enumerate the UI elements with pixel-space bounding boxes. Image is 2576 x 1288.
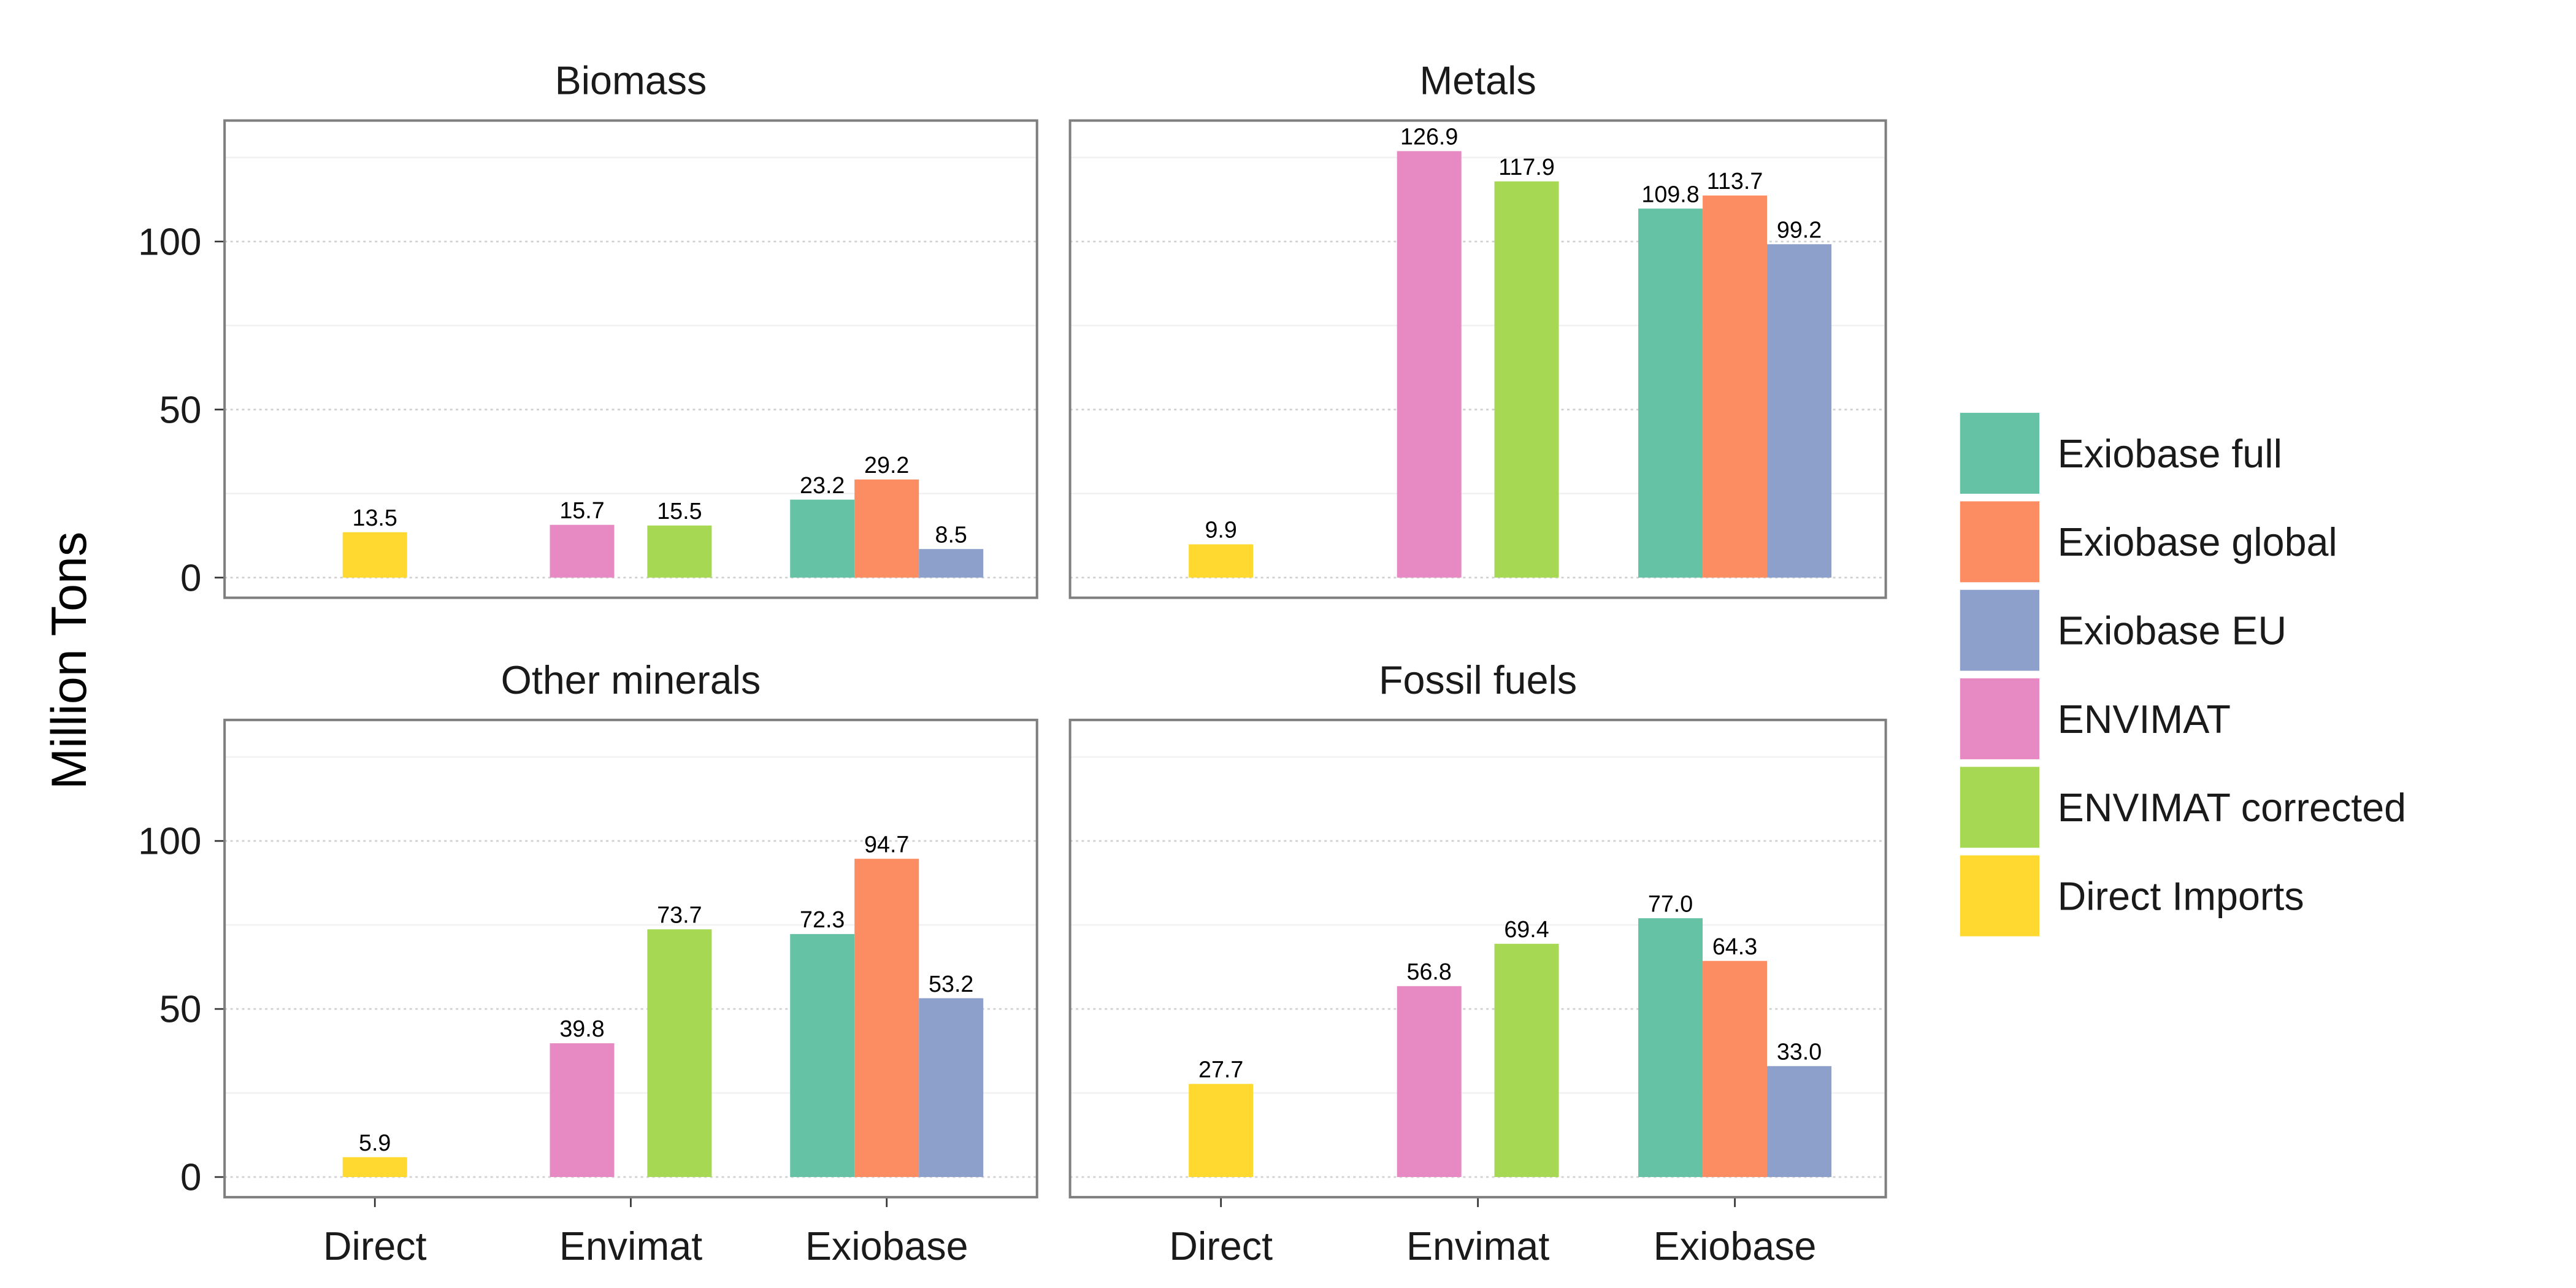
bar-exiobase-global	[854, 479, 919, 578]
bar-exiobase-eu	[919, 549, 984, 578]
data-label: 72.3	[800, 907, 845, 932]
bar-direct-imports	[1189, 544, 1254, 578]
bar-exiobase-eu	[1767, 244, 1832, 578]
bar-envimat	[550, 524, 615, 578]
bar-direct-imports	[342, 532, 407, 578]
bar-direct-imports	[342, 1157, 407, 1178]
legend-label: Exiobase full	[2058, 432, 2282, 476]
legend-item: Exiobase global	[1960, 501, 2337, 583]
data-label: 109.8	[1641, 181, 1699, 207]
legend-key	[1960, 855, 2039, 937]
legend: Exiobase full Exiobase global Exiobase EU E…	[1960, 413, 2406, 937]
legend-label: ENVIMAT	[2058, 697, 2231, 742]
data-label: 69.4	[1504, 916, 1549, 942]
bar-exiobase-full	[790, 933, 855, 1178]
data-label: 5.9	[359, 1130, 391, 1156]
bar-envimat-corrected	[647, 525, 712, 578]
bar-exiobase-full	[1638, 918, 1703, 1178]
panel-title: Fossil fuels	[1379, 658, 1577, 702]
data-label: 15.5	[657, 498, 702, 524]
panel-border	[1068, 718, 1887, 1198]
data-label: 27.7	[1198, 1056, 1243, 1082]
bar-envimat-corrected	[1494, 943, 1559, 1178]
legend-label: Direct Imports	[2058, 874, 2304, 918]
bar-exiobase-global	[1703, 195, 1768, 578]
panel-metals: Metals 9.9 126.9 117.9 109.8 113.7 99.2	[1068, 58, 1887, 599]
bar-direct-imports	[1189, 1084, 1254, 1178]
legend-key	[1960, 589, 2039, 671]
bar-exiobase-eu	[1767, 1066, 1832, 1178]
bar-exiobase-eu	[919, 998, 984, 1178]
data-label: 53.2	[929, 971, 973, 997]
panel-biomass: Biomass 0 50 100 13.5 15.7 15.5 23.2 29.2 8.5	[138, 58, 1038, 599]
x-tick-label: Envimat	[559, 1224, 702, 1268]
panel-border	[223, 119, 1038, 599]
legend-label: Exiobase EU	[2058, 609, 2287, 653]
panel-title: Biomass	[555, 58, 707, 102]
data-label: 8.5	[935, 521, 967, 547]
data-label: 113.7	[1707, 168, 1763, 194]
y-tick-label: 0	[180, 1157, 201, 1199]
panel-border	[1068, 119, 1887, 599]
data-label: 77.0	[1648, 891, 1693, 916]
data-label: 33.0	[1777, 1038, 1822, 1064]
bar-exiobase-full	[1638, 209, 1703, 578]
y-tick-label: 100	[138, 221, 201, 263]
legend-item: Exiobase full	[1960, 413, 2282, 494]
legend-item: Direct Imports	[1960, 855, 2304, 937]
legend-key	[1960, 501, 2039, 583]
legend-label: Exiobase global	[2058, 520, 2337, 564]
y-axis-label: Million Tons	[42, 532, 97, 789]
legend-label: ENVIMAT corrected	[2058, 786, 2406, 830]
x-tick-label: Direct	[323, 1224, 427, 1268]
data-label: 23.2	[800, 472, 845, 498]
data-label: 9.9	[1205, 517, 1236, 543]
bar-envimat-corrected	[647, 929, 712, 1178]
bar-envimat-corrected	[1494, 181, 1559, 578]
y-tick-label: 50	[159, 389, 202, 431]
data-label: 39.8	[559, 1016, 604, 1041]
data-label: 15.7	[559, 497, 604, 523]
data-label: 29.2	[864, 452, 909, 478]
legend-key	[1960, 678, 2039, 759]
bar-envimat	[1397, 151, 1462, 578]
data-label: 13.5	[353, 505, 397, 531]
data-label: 117.9	[1498, 154, 1555, 180]
x-tick-label: Exiobase	[805, 1224, 968, 1268]
y-tick-label: 50	[159, 989, 202, 1031]
panel-fossil-fuels: Fossil fuels 27.7 Direct 56.8 69.4 Envimat 77.…	[1068, 658, 1887, 1268]
y-tick-label: 100	[138, 821, 201, 863]
x-tick-label: Direct	[1169, 1224, 1273, 1268]
panel-title: Metals	[1419, 58, 1536, 102]
bar-exiobase-global	[1703, 960, 1768, 1178]
legend-item: ENVIMAT corrected	[1960, 767, 2406, 848]
bar-envimat	[550, 1043, 615, 1178]
bar-exiobase-full	[790, 499, 855, 578]
legend-item: ENVIMAT	[1960, 678, 2231, 759]
data-label: 73.7	[657, 902, 702, 927]
data-label: 126.9	[1400, 124, 1458, 150]
legend-key	[1960, 767, 2039, 848]
panel-title: Other minerals	[501, 658, 761, 702]
data-label: 94.7	[864, 831, 909, 857]
bar-envimat	[1397, 986, 1462, 1178]
y-tick-label: 0	[180, 557, 201, 599]
panel-border	[223, 718, 1038, 1198]
panel-other-minerals: Other minerals 0 50 100 5.9 Direct 39.8 73.7 Env…	[138, 658, 1038, 1268]
legend-key	[1960, 413, 2039, 494]
data-label: 99.2	[1777, 217, 1822, 242]
data-label: 64.3	[1712, 933, 1757, 959]
x-tick-label: Exiobase	[1654, 1224, 1817, 1268]
data-label: 56.8	[1407, 959, 1452, 984]
x-tick-label: Envimat	[1406, 1224, 1549, 1268]
legend-item: Exiobase EU	[1960, 589, 2287, 671]
bar-exiobase-global	[854, 859, 919, 1178]
